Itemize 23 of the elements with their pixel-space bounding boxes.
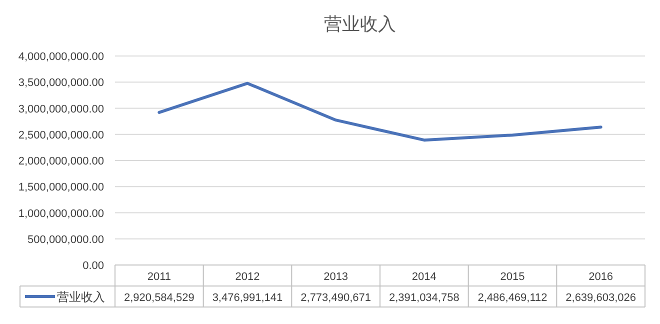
y-tick-label: 2,500,000,000.00 [18, 129, 104, 142]
data-label: 2,486,469,112 [478, 292, 548, 304]
x-tick-label: 2012 [235, 271, 260, 283]
x-tick-label: 2013 [324, 271, 348, 283]
y-tick-label: 4,000,000,000.00 [18, 51, 104, 63]
title: 营业收入 [324, 14, 396, 34]
data-label: 2,391,034,758 [388, 292, 460, 304]
y-tick-label: 1,000,000,000.00 [18, 208, 104, 220]
y-tick-label: 2,000,000,000.00 [18, 156, 104, 168]
legend-label: 营业收入 [57, 290, 105, 304]
data-label: 2,639,603,026 [566, 292, 636, 304]
x-tick-label: 2015 [500, 271, 525, 283]
x-tick-label: 2014 [412, 271, 436, 283]
y-tick-label: 3,000,000,000.00 [18, 103, 104, 116]
y-tick-label: 3,500,000,000.00 [18, 77, 104, 90]
y-tick-label: 500,000,000.00 [28, 234, 104, 246]
data-label: 2,773,490,671 [300, 292, 372, 304]
y-tick-label: 0.00 [82, 260, 104, 272]
x-tick-label: 2011 [147, 271, 171, 283]
x-tick-label: 2016 [588, 271, 614, 283]
data-label: 3,476,991,141 [212, 292, 283, 304]
data-label: 2,920,584,529 [124, 292, 194, 304]
y-tick-label: 1,500,000,000.00 [18, 182, 104, 194]
